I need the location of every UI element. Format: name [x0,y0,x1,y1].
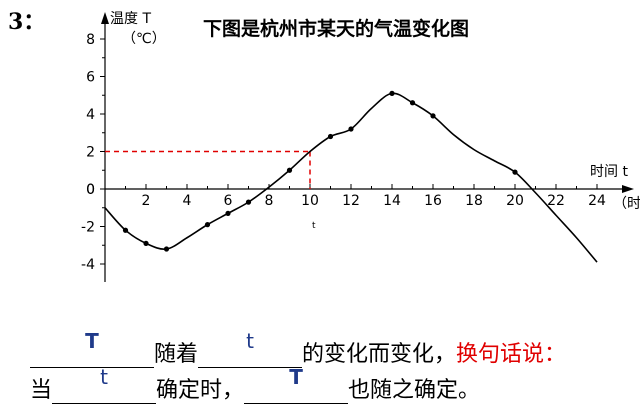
data-point [163,246,170,252]
y-tick-label: -4 [81,257,95,273]
x-tick-label: 16 [424,193,442,209]
data-point [204,222,211,228]
answer-blank-2[interactable]: t [198,329,303,368]
x-tick-label: 18 [465,193,483,209]
sentence-2: 当 t 确定时， T 也随之确定。 [30,365,481,404]
data-point [512,169,518,175]
answer-text-4: T [289,365,303,389]
data-point [409,100,416,106]
y-tick-label: 6 [86,70,95,86]
answer-blank-3[interactable]: t [52,365,157,404]
y-tick-label: 4 [86,107,95,123]
y-tick-label: 2 [86,145,95,161]
y-tick-label: 0 [86,182,95,198]
y-axis-arrow [101,12,109,24]
chart-title: 下图是杭州市某天的气温变化图 [203,18,470,40]
sentence-2-text-a: 当 [30,378,53,403]
x-tick-label: 24 [588,193,606,209]
sentence-1-text-b: 的变化而变化， [302,342,457,367]
origin-label: 0 [86,182,95,198]
data-point [245,199,252,205]
x-axis-label: 时间 t [590,164,628,180]
x-tick-label: 22 [547,193,565,209]
answer-blank-4[interactable]: T [244,365,349,404]
x-tick-label: 8 [265,193,274,209]
y-tick-label: 8 [86,32,95,48]
data-point [286,167,293,173]
data-point [327,133,334,140]
x-tick-label: 12 [342,193,360,209]
answer-text-2: t [246,329,254,353]
data-point [348,126,354,132]
sentence-1-emphasis: 换句话说： [456,342,567,367]
temperature-curve [104,92,598,263]
data-point [225,210,231,216]
data-point [143,240,149,246]
answer-text-1: T [85,329,99,353]
sentence-1: T 随着 t 的变化而变化，换句话说： [30,329,567,368]
x-tick-label: 6 [224,193,233,209]
sentence-2-text-b: 确定时， [156,378,245,403]
question-number: 3： [8,9,46,35]
x-tick-label: 4 [183,193,192,209]
answer-blank-1[interactable]: T [30,329,154,368]
x-tick-label: 14 [383,193,401,209]
answer-text-3: t [100,365,108,389]
y-axis-label: 温度 T [110,11,152,27]
x-axis-arrow [622,185,634,193]
data-point [122,227,129,233]
x-tick-label: 10 [301,193,319,209]
y-tick-label: -2 [81,220,95,236]
x-tick-label: 2 [142,193,151,209]
x-axis-unit: （时） [613,196,640,212]
data-point [430,113,436,119]
data-point [389,90,395,96]
sentence-2-text-c: 也随之确定。 [348,378,481,403]
y-axis-unit: （℃） [122,31,166,47]
annotation-label: t [312,221,316,231]
x-tick-label: 20 [506,193,524,209]
sentence-1-text-a: 随着 [154,342,199,367]
